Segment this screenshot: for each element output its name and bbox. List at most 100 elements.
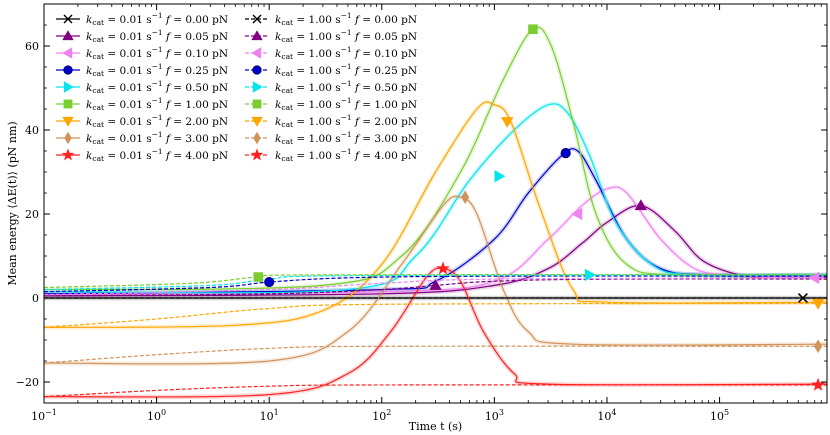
legend-label-14-part-0: k [275,99,281,111]
legend-label-14: kcat = 1.00 s−1 f = 1.00 pN [275,96,417,112]
series-6-line [44,101,827,328]
legend-entry-16: kcat = 1.00 s−1 f = 3.00 pN [245,130,417,146]
legend-label-6-part-1: cat [92,120,104,129]
series-11-line [44,277,827,296]
legend-label-8-part-3: −1 [152,147,163,156]
x-axis-title: Time t (s) [409,420,462,433]
legend-label-4-part-0: k [86,82,92,94]
legend-label-5-part-6: = 1.00 pN [170,99,228,111]
legend-label-4-part-6: = 0.50 pN [170,82,228,94]
legend-label-13-part-1: cat [281,86,293,95]
legend-marker-13 [252,81,263,93]
legend-label-8-part-2: = 0.01 s [104,150,152,162]
legend-label-9-part-6: = 0.00 pN [359,14,417,26]
legend-label-2-part-2: = 0.01 s [104,48,152,60]
series-17-marker [811,377,825,391]
legend-label-15-part-1: cat [281,120,293,129]
series-9-marker-b [798,293,808,303]
legend-marker-12 [252,65,262,75]
y-tick-label-2: 20 [25,208,39,221]
legend-label-3-part-2: = 0.01 s [104,65,152,77]
legend-marker-6 [62,116,74,127]
legend-marker-3 [63,65,73,75]
legend-label-0-part-6: = 0.00 pN [170,14,228,26]
series-16-line [44,345,827,364]
series-17-line [44,384,827,398]
series-16-marker [814,339,823,354]
legend-label-2-part-5: f [165,48,172,60]
legend-label-5: kcat = 0.01 s−1 f = 1.00 pN [86,96,228,112]
legend-label-15-part-6: = 2.00 pN [359,116,417,128]
legend-marker-14 [252,99,262,109]
series-12-line [44,275,827,293]
legend-label-9-part-5: f [354,14,361,26]
legend-label-0-part-3: −1 [152,11,163,20]
legend-label-16-part-6: = 3.00 pN [359,133,417,145]
x-tick-label-1: 100 [147,408,166,423]
legend-label-13-part-0: k [275,82,281,94]
legend-entry-8: kcat = 0.01 s−1 f = 4.00 pN [56,147,228,163]
x-tick-label-5-base: 10 [597,410,611,423]
series-6-marker [501,117,514,128]
legend-label-10-part-6: = 0.05 pN [359,31,417,43]
legend-label-12: kcat = 1.00 s−1 f = 0.25 pN [275,62,417,78]
legend-label-1-part-5: f [165,31,172,43]
legend-label-11: kcat = 1.00 s−1 f = 0.10 pN [275,45,417,61]
x-tick-label-3-base: 10 [372,410,386,423]
y-axis-title: Mean energy ⟨ΔE(t)⟩ (pN nm) [6,121,19,285]
legend-marker-7 [64,131,72,145]
legend-label-15-part-0: k [275,116,281,128]
legend-label-0: kcat = 0.01 s−1 f = 0.00 pN [86,11,228,27]
y-tick-label-1: 0 [32,292,39,305]
series-15-marker [811,298,825,310]
legend-label-14-part-2: = 1.00 s [293,99,341,111]
series-13-line [44,274,827,291]
legend-label-2-part-1: cat [92,52,104,61]
legend-label-1-part-1: cat [92,35,104,44]
legend-marker-10 [251,30,263,41]
plot-area [44,24,827,400]
legend-label-10-part-3: −1 [341,28,352,37]
legend-label-16-part-3: −1 [341,130,352,139]
legend-entry-5: kcat = 0.01 s−1 f = 1.00 pN [56,96,228,112]
series-2-marker [571,207,583,221]
series-14-marker [253,272,264,282]
legend-marker-4 [63,81,74,93]
legend-label-0-part-5: f [165,14,172,26]
legend-label-7-part-2: = 0.01 s [104,133,152,145]
x-tick-label-2: 101 [260,408,279,423]
legend-label-6: kcat = 0.01 s−1 f = 2.00 pN [86,113,228,129]
x-tick-label-2-exp: 1 [274,408,279,417]
legend-label-5-part-3: −1 [152,96,163,105]
legend-entry-15: kcat = 1.00 s−1 f = 2.00 pN [245,113,417,129]
legend-label-6-part-0: k [86,116,92,128]
legend-label-5-part-2: = 0.01 s [104,99,152,111]
x-tick-label-2-base: 10 [260,410,274,423]
legend-label-17-part-1: cat [281,154,293,163]
legend-label-9-part-1: cat [281,18,293,27]
legend-label-13-part-2: = 1.00 s [293,82,341,94]
legend-label-8-part-1: cat [92,154,104,163]
legend-marker-16 [253,131,261,145]
x-tick-label-5: 104 [597,408,616,423]
x-tick-label-6-base: 10 [710,410,724,423]
legend-label-12-part-2: = 1.00 s [293,65,341,77]
legend-label-1-part-3: −1 [152,28,163,37]
legend-label-2-part-3: −1 [152,45,163,54]
legend-label-5-part-5: f [165,99,172,111]
legend-label-9: kcat = 1.00 s−1 f = 0.00 pN [275,11,417,27]
legend-label-4-part-2: = 0.01 s [104,82,152,94]
legend-label-13: kcat = 1.00 s−1 f = 0.50 pN [275,79,417,95]
legend-label-16-part-1: cat [281,137,293,146]
series-13-marker [585,268,596,282]
legend-marker-11 [251,47,262,59]
legend-label-9-part-3: −1 [341,11,352,20]
legend-label-10-part-1: cat [281,35,293,44]
legend-label-3-part-6: = 0.25 pN [170,65,228,77]
x-tick-label-1-exp: 0 [161,408,166,417]
legend-label-6-part-3: −1 [152,113,163,122]
legend-label-7-part-5: f [165,133,172,145]
x-tick-label-4-base: 10 [485,410,499,423]
legend-label-4-part-3: −1 [152,79,163,88]
